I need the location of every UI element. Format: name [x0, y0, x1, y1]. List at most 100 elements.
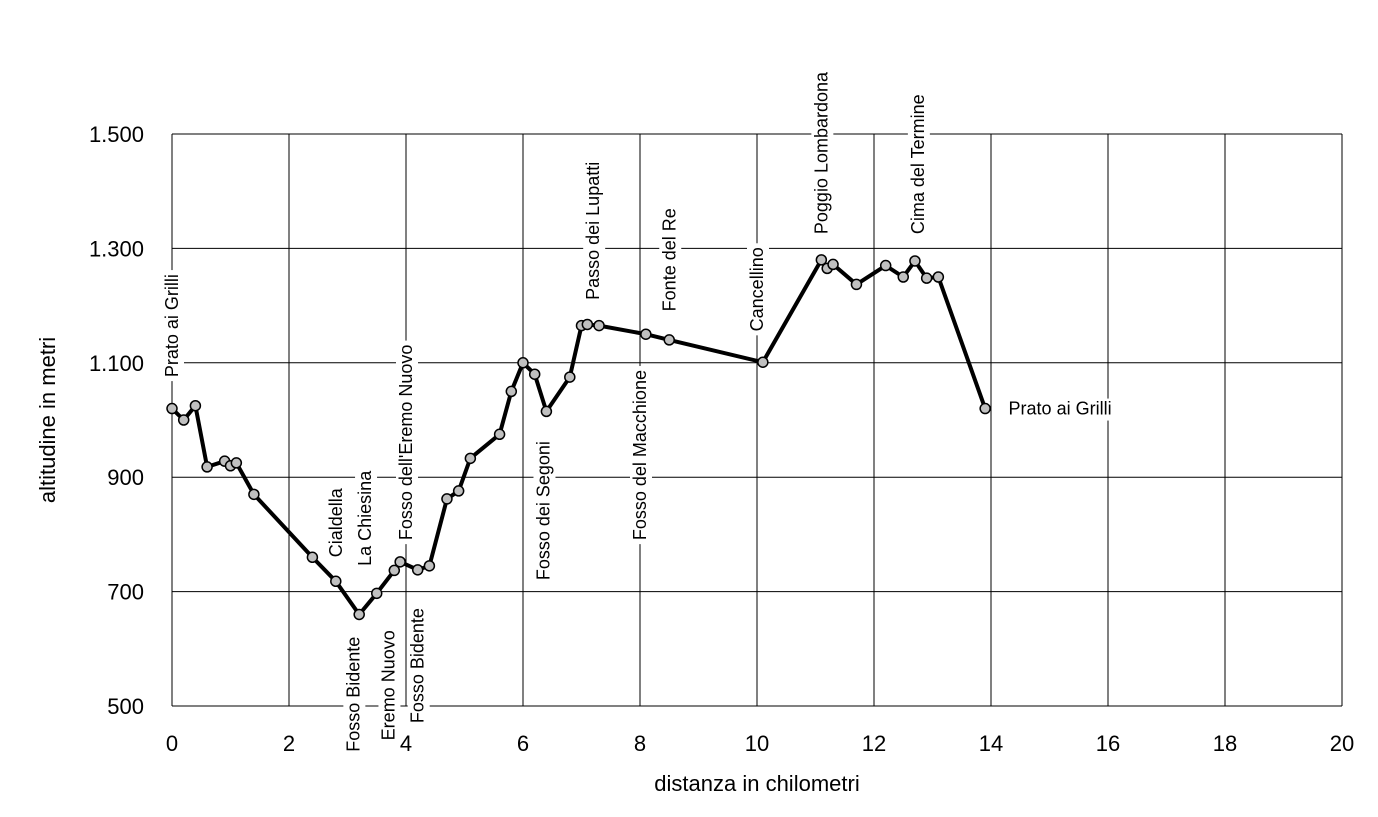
annotation-label: Cancellino — [747, 243, 769, 336]
annotation-label: Fosso Bidente — [407, 604, 430, 728]
data-point — [189, 399, 202, 412]
data-point — [979, 402, 991, 415]
data-point — [441, 493, 453, 505]
data-point — [505, 385, 518, 398]
data-point — [452, 485, 465, 497]
annotation-text: Fosso Bidente — [343, 637, 363, 752]
data-point — [920, 272, 933, 284]
data-point — [353, 608, 365, 621]
annotation-text: Fosso Bidente — [408, 608, 428, 723]
data-point — [757, 356, 769, 368]
data-point — [493, 428, 506, 441]
annotation-text: Fosso dell'Eremo Nuovo — [396, 345, 416, 541]
annotation-text: Cialdella — [326, 487, 346, 557]
annotation-background — [659, 204, 682, 316]
y-tick-label: 1.100 — [89, 351, 144, 376]
annotation-background — [747, 243, 769, 336]
x-tick-label: 4 — [400, 731, 412, 756]
data-point — [528, 368, 541, 380]
annotation-label: Fosso dei Segoni — [533, 437, 556, 585]
x-tick-label: 12 — [862, 731, 886, 756]
y-axis-ticks: 500 700 900 1.100 1.300 1.500 — [89, 122, 144, 719]
annotation-label: Cima del Termine — [907, 90, 930, 239]
annotation-label: Poggio Lombardona — [811, 67, 834, 239]
data-point — [879, 259, 892, 272]
x-tick-label: 14 — [979, 731, 1003, 756]
data-point — [932, 271, 945, 283]
data-point — [388, 564, 401, 577]
y-tick-label: 1.300 — [89, 236, 144, 261]
data-point — [177, 414, 190, 426]
y-tick-label: 1.500 — [89, 122, 144, 147]
annotation-text: La Chiesina — [355, 470, 375, 566]
y-tick-label: 900 — [107, 465, 144, 490]
annotation-background — [407, 604, 430, 728]
annotation-text: Passo dei Lupatti — [583, 162, 603, 300]
annotation-background — [630, 366, 652, 545]
x-tick-label: 20 — [1330, 731, 1354, 756]
x-tick-label: 6 — [517, 731, 529, 756]
annotation-text: Poggio Lombardona — [811, 71, 831, 234]
data-point — [827, 258, 839, 271]
data-point — [394, 556, 406, 568]
data-point — [464, 452, 477, 465]
annotation-label: Passo dei Lupatti — [583, 157, 606, 304]
x-tick-label: 18 — [1213, 731, 1237, 756]
annotations: Prato ai Grilli Cialdella La Chiesina Fosso… — [162, 67, 1116, 756]
annotation-label: Fosso Bidente — [343, 632, 366, 756]
x-tick-label: 2 — [283, 731, 295, 756]
y-tick-label: 500 — [107, 694, 144, 719]
annotation-text: Prato ai Grilli — [1009, 399, 1112, 419]
annotation-text: Fosso del Macchione — [630, 370, 650, 540]
data-point — [593, 319, 605, 332]
data-point — [423, 560, 436, 572]
data-point — [850, 278, 863, 291]
data-point — [581, 318, 594, 331]
y-tick-label: 700 — [107, 580, 144, 605]
data-point — [411, 564, 424, 576]
annotation-label: Prato ai Grilli — [162, 270, 184, 382]
data-point — [897, 271, 909, 283]
annotation-label: Fosso del Macchione — [630, 366, 652, 545]
annotation-background — [811, 67, 834, 239]
annotation-text: Fonte del Re — [659, 208, 679, 311]
data-point — [371, 587, 383, 600]
annotation-background — [355, 466, 378, 570]
annotation-background — [325, 484, 348, 562]
data-point — [230, 457, 243, 469]
data-point — [909, 255, 921, 267]
data-point — [540, 405, 553, 418]
annotation-background — [1004, 398, 1116, 421]
annotation-text: Cancellino — [747, 247, 767, 331]
x-tick-label: 8 — [634, 731, 646, 756]
annotation-background — [343, 632, 366, 756]
data-point — [640, 328, 652, 340]
data-point — [248, 488, 260, 501]
annotation-background — [162, 270, 184, 382]
annotation-label: La Chiesina — [355, 466, 378, 570]
x-tick-label: 10 — [745, 731, 769, 756]
data-point — [201, 461, 213, 473]
x-axis-ticks: 0 2 4 6 8 10 12 14 16 18 20 — [166, 731, 1354, 756]
x-tick-label: 0 — [166, 731, 178, 756]
data-point — [564, 371, 576, 383]
data-point — [330, 575, 342, 588]
annotation-label: Prato ai Grilli — [1004, 398, 1116, 421]
data-point — [306, 551, 319, 564]
annotation-label: Eremo Nuovo — [378, 626, 401, 745]
annotation-text: Prato ai Grilli — [162, 274, 182, 377]
annotation-background — [533, 437, 556, 585]
y-axis-title: altitudine in metri — [35, 337, 60, 503]
annotation-background — [378, 626, 401, 745]
annotation-label: Fonte del Re — [659, 204, 682, 316]
annotation-text: Eremo Nuovo — [378, 630, 398, 740]
data-point — [815, 254, 828, 266]
annotation-background — [907, 90, 930, 239]
annotation-label: Cialdella — [325, 484, 348, 562]
annotation-background — [583, 157, 606, 304]
data-point — [517, 357, 529, 369]
data-point — [166, 402, 178, 415]
data-point — [663, 334, 675, 346]
annotation-background — [396, 340, 418, 545]
